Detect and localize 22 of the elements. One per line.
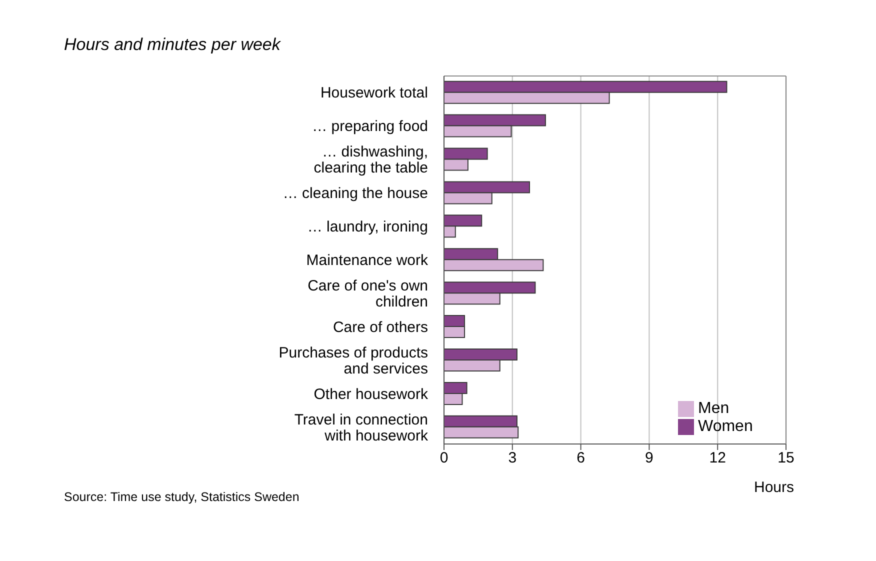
y-tick-label: Other housework (314, 385, 428, 402)
source-note: Source: Time use study, Statistics Sweden (64, 490, 300, 504)
y-tick-label: Maintenance work (306, 252, 428, 268)
x-tick-label: 3 (508, 450, 517, 467)
x-tick-label: 9 (645, 450, 654, 467)
legend-label: Women (698, 418, 753, 435)
y-tick-label: Care of others (332, 318, 428, 336)
y-tick-label: Travel in connection with housework (294, 410, 428, 444)
y-tick-label: … preparing food (312, 118, 428, 135)
y-tick-label: Purchases of products and services (278, 344, 428, 377)
y-tick-label: Care of one's own children (308, 276, 428, 310)
x-tick-label: 15 (778, 450, 794, 467)
x-tick-label: 12 (709, 450, 726, 467)
y-tick-label: … dishwashing, clearing the table (314, 143, 428, 176)
y-tick-label: … laundry, ironing (307, 218, 428, 236)
x-axis-title: Hours (754, 479, 794, 496)
y-tick-label: … cleaning the house (282, 184, 428, 202)
x-tick-label: 0 (440, 450, 448, 467)
x-tick-label: 6 (576, 450, 585, 467)
legend-label: Men (698, 400, 730, 417)
y-tick-label: Housework total (320, 84, 428, 102)
text: Hours and minutes per week (64, 35, 280, 55)
